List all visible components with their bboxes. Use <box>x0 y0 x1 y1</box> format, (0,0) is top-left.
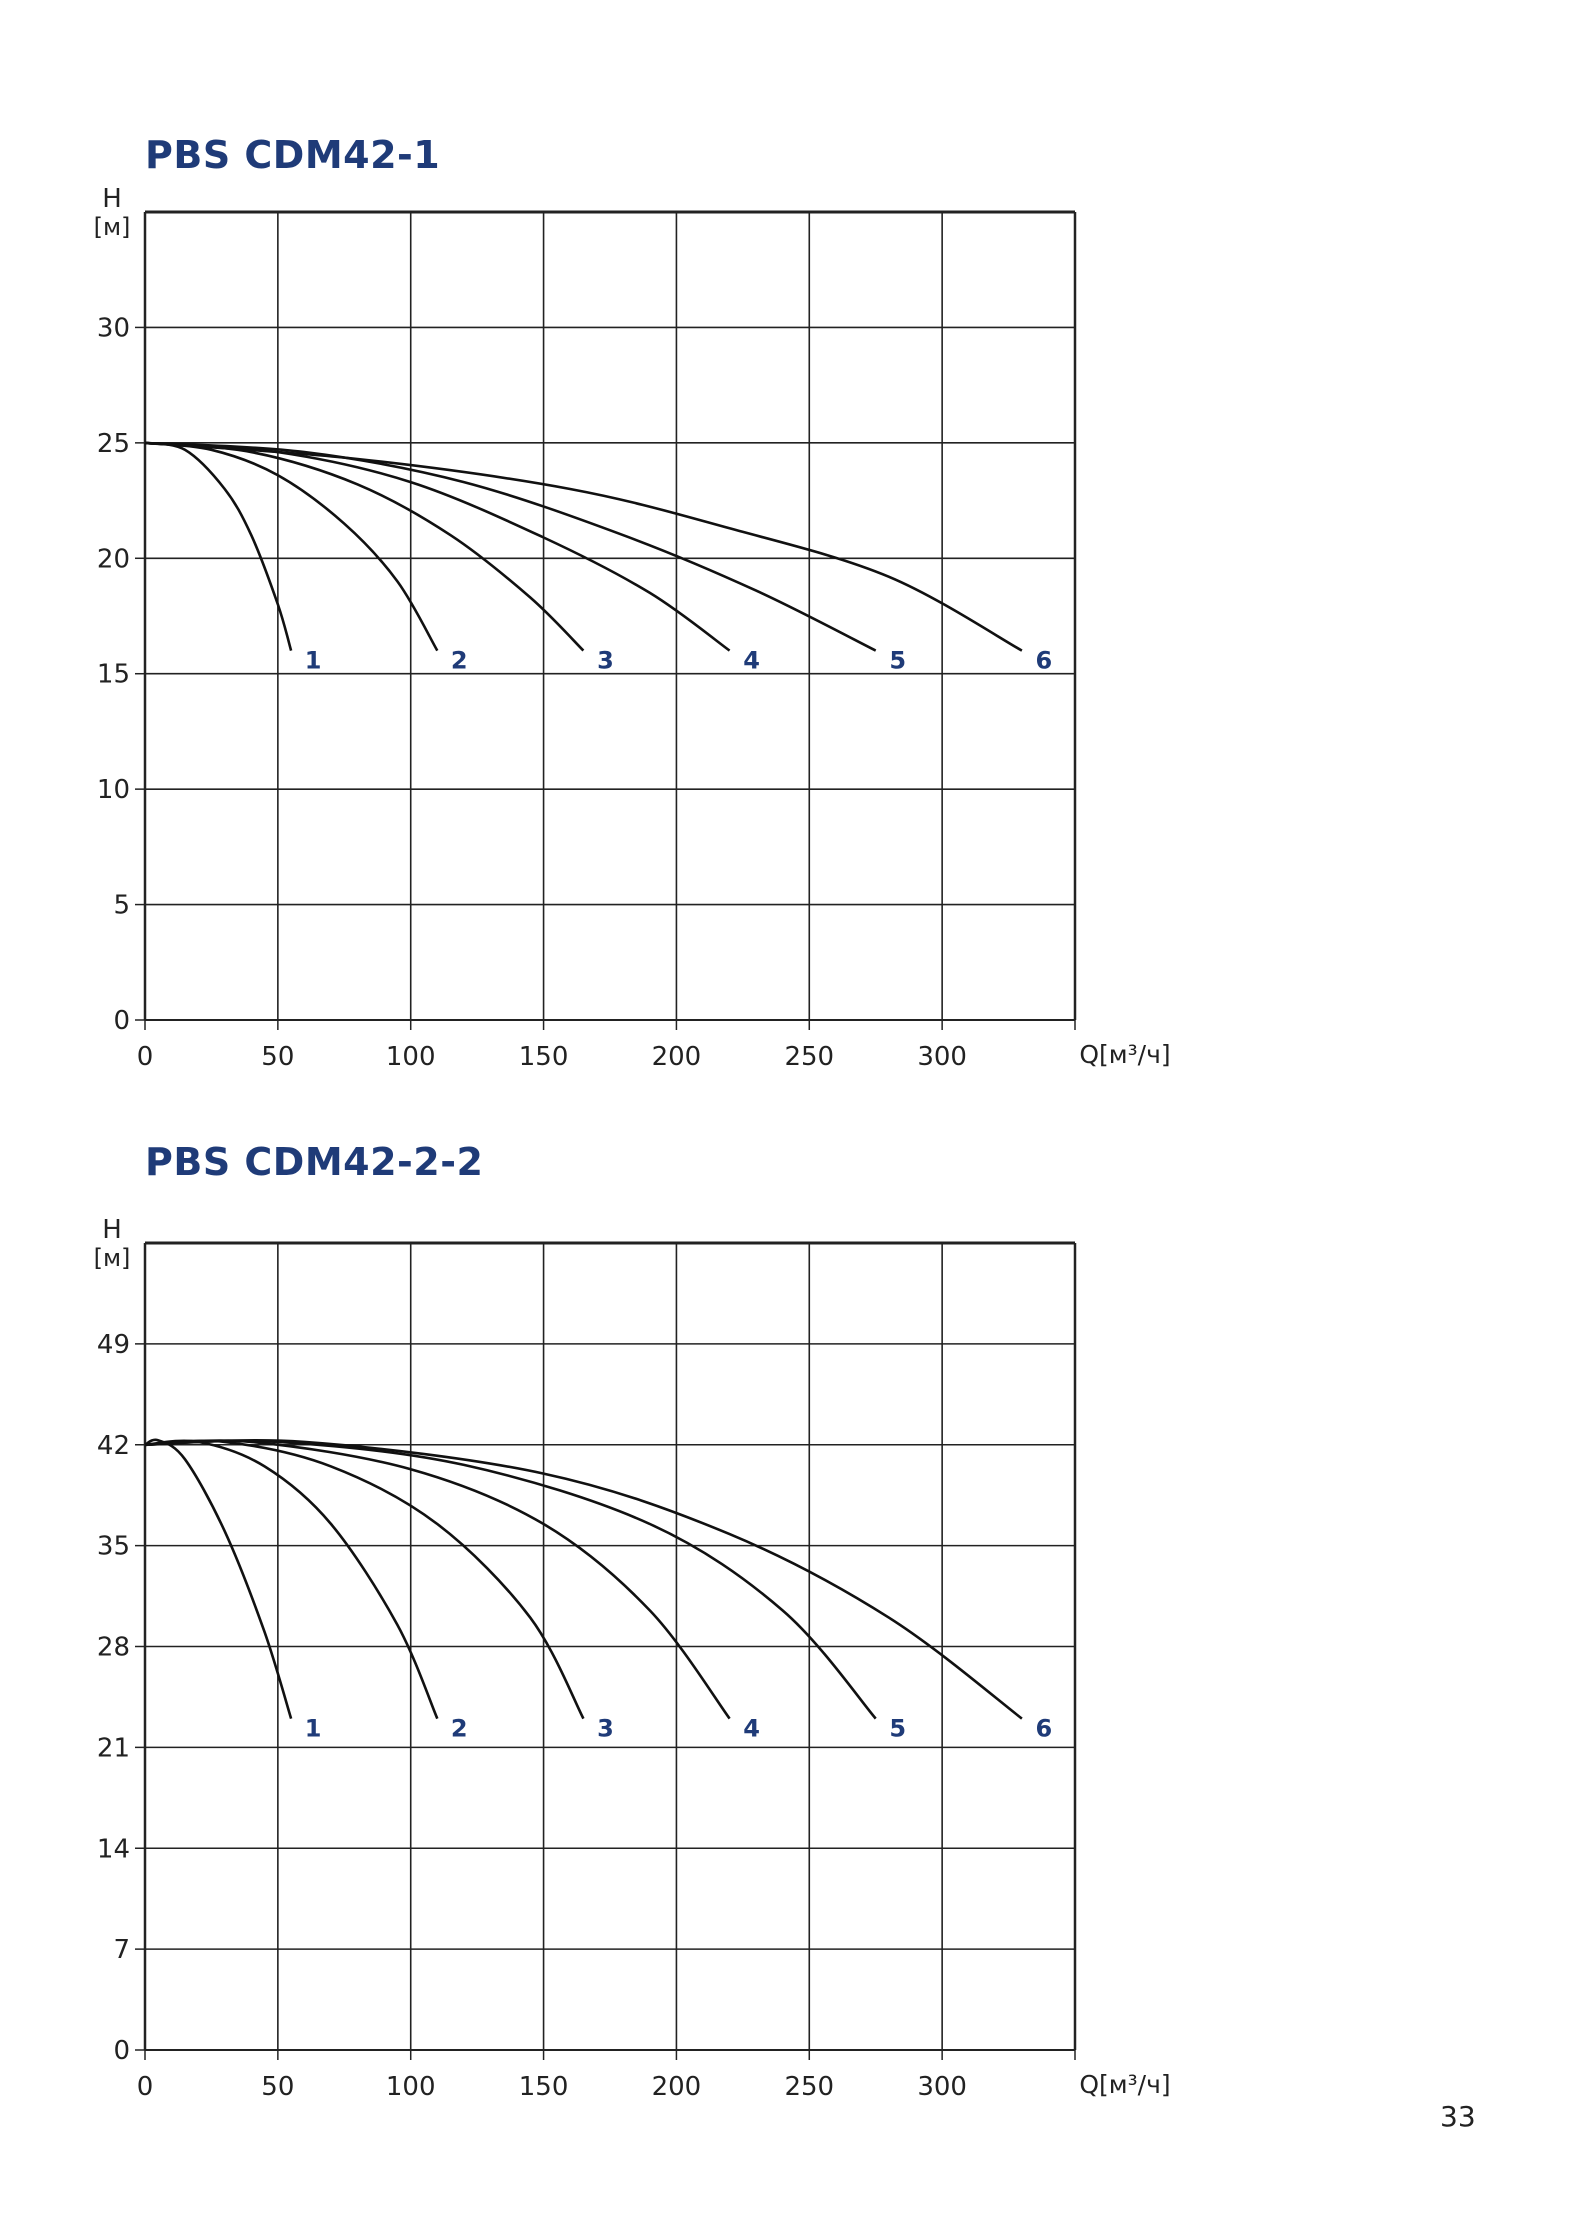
y-axis-label: H <box>102 184 122 214</box>
x-tick-label: 200 <box>652 2072 702 2102</box>
pump-curve-chart: 0 50 100 150 200 250 300051015202530H[м]Q[м³/ч… <box>94 184 1171 1072</box>
curve-label: 6 <box>1036 1715 1053 1743</box>
x-tick-label: 250 <box>784 1042 834 1072</box>
performance-curve <box>144 1439 877 1720</box>
curve-label: 6 <box>1036 647 1053 675</box>
curve-label: 2 <box>451 647 468 675</box>
curve-label: 4 <box>743 1715 760 1743</box>
performance-curve <box>144 1439 585 1720</box>
x-tick-label: 250 <box>784 2072 834 2102</box>
performance-curve <box>144 1438 293 1719</box>
x-tick-label: 100 <box>386 1042 436 1072</box>
y-axis-label: H <box>102 1215 122 1245</box>
y-tick-label: 5 <box>113 891 130 921</box>
curve-label: 5 <box>889 647 906 675</box>
performance-curve <box>144 441 877 652</box>
performance-curve <box>144 441 731 652</box>
x-tick-label: 100 <box>386 2072 436 2102</box>
y-tick-label: 21 <box>97 1733 130 1763</box>
y-tick-label: 15 <box>97 660 130 690</box>
y-tick-label: 42 <box>97 1431 130 1461</box>
x-tick-label: 200 <box>652 1042 702 1072</box>
performance-curve <box>144 1439 439 1720</box>
x-tick-label: 150 <box>519 2072 569 2102</box>
y-tick-label: 35 <box>97 1532 130 1562</box>
performance-curve <box>144 1438 1023 1720</box>
x-axis-label: Q[м³/ч] <box>1079 2070 1170 2099</box>
y-tick-label: 0 <box>113 1006 130 1036</box>
y-tick-label: 0 <box>113 2036 130 2066</box>
y-tick-label: 10 <box>97 775 130 805</box>
page-number: 33 <box>1440 2100 1476 2133</box>
performance-curve <box>144 441 1023 652</box>
y-tick-label: 25 <box>97 429 130 459</box>
performance-curve <box>144 1439 731 1720</box>
curve-label: 2 <box>451 1715 468 1743</box>
x-tick-label: 300 <box>917 1042 967 1072</box>
x-tick-label: 150 <box>519 1042 569 1072</box>
curve-label: 3 <box>597 647 614 675</box>
y-tick-label: 49 <box>97 1330 130 1360</box>
curve-label: 1 <box>305 1715 322 1743</box>
x-tick-label: 0 <box>137 2072 154 2102</box>
curve-label: 1 <box>305 647 322 675</box>
curve-label: 5 <box>889 1715 906 1743</box>
y-tick-label: 7 <box>113 1935 130 1965</box>
chart-title: PBS CDM42-1 <box>145 133 441 177</box>
x-tick-label: 0 <box>137 1042 154 1072</box>
chart-title: PBS CDM42-2-2 <box>145 1140 484 1184</box>
performance-curve <box>144 441 293 651</box>
y-axis-unit: [м] <box>94 213 131 241</box>
curve-label: 3 <box>597 1715 614 1743</box>
y-tick-label: 14 <box>97 1834 130 1864</box>
x-tick-label: 300 <box>917 2072 967 2102</box>
y-axis-unit: [м] <box>94 1244 131 1272</box>
pump-curve-chart: 0 50 100 150 200 250 30007142128354249H[м]Q[м³… <box>94 1215 1171 2102</box>
performance-curve <box>144 441 439 652</box>
x-tick-label: 50 <box>261 1042 294 1072</box>
y-tick-label: 20 <box>97 544 130 574</box>
x-axis-label: Q[м³/ч] <box>1079 1040 1170 1069</box>
curve-label: 4 <box>743 647 760 675</box>
y-tick-label: 28 <box>97 1633 130 1663</box>
x-tick-label: 50 <box>261 2072 294 2102</box>
y-tick-label: 30 <box>97 313 130 343</box>
